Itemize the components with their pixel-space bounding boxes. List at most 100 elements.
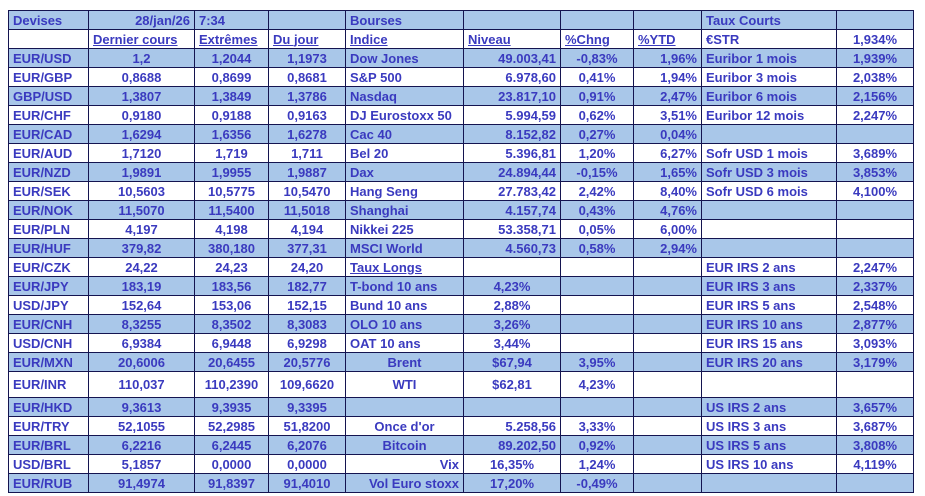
fx-extremes-value: 0,0000 (194, 454, 269, 474)
fx-day-value: 9,3395 (268, 397, 346, 417)
table-row: EUR/TRY 52,1055 52,2985 51,8200 Once d'o… (8, 416, 914, 436)
commodity-price: $67,94 (463, 352, 561, 372)
currency-pair: EUR/AUD (8, 143, 89, 163)
col-header-ytd: %YTD (633, 29, 702, 49)
table-row: EUR/RUB 91,4974 91,8397 91,4010 Vol Euro… (8, 473, 914, 493)
fx-day-value: 1,711 (268, 143, 346, 163)
empty-cell (701, 219, 837, 239)
fx-extremes-value: 153,06 (194, 295, 269, 315)
fx-extremes-value: 380,180 (194, 238, 269, 258)
vol-chng: 1,24% (560, 454, 634, 474)
rate-value: 2,247% (836, 105, 914, 125)
currency-pair: EUR/BRL (8, 435, 89, 455)
empty-cell (701, 371, 837, 398)
empty-cell (633, 397, 702, 417)
asset-price: 89.202,50 (463, 435, 561, 455)
rate-label: EUR IRS 15 ans (701, 333, 837, 353)
index-ytd: 2,94% (633, 238, 702, 258)
vol-level: 16,35% (463, 454, 561, 474)
empty-cell (836, 10, 914, 30)
rate-label: Euribor 6 mois (701, 86, 837, 106)
index-chng: 0,58% (560, 238, 634, 258)
rate-value: 3,689% (836, 143, 914, 163)
empty-cell (8, 29, 89, 49)
index-name: Nikkei 225 (345, 219, 464, 239)
fx-day-value: 1,1973 (268, 48, 346, 68)
time-label: 7:34 (194, 10, 269, 30)
rate-value: 4,100% (836, 181, 914, 201)
col-header-dernier-cours: Dernier cours (88, 29, 195, 49)
table-row: EUR/BRL 6,2216 6,2445 6,2076 Bitcoin 89.… (8, 435, 914, 455)
empty-cell (633, 473, 702, 493)
table-row: EUR/CZK 24,22 24,23 24,20 Taux Longs EUR… (8, 257, 914, 277)
index-level: 4.157,74 (463, 200, 561, 220)
bond-yield: 4,23% (463, 276, 561, 296)
fx-extremes-value: 91,8397 (194, 473, 269, 493)
fx-extremes-value: 1,3849 (194, 86, 269, 106)
empty-cell (701, 473, 837, 493)
rate-value: 3,657% (836, 397, 914, 417)
index-chng: 0,43% (560, 200, 634, 220)
table-row: EUR/MXN 20,6006 20,6455 20,5776 Brent $6… (8, 352, 914, 372)
fx-extremes-value: 52,2985 (194, 416, 269, 436)
fx-day-value: 1,9887 (268, 162, 346, 182)
empty-cell (701, 124, 837, 144)
index-ytd: 1,96% (633, 48, 702, 68)
index-level: 24.894,44 (463, 162, 561, 182)
index-name: Shanghai (345, 200, 464, 220)
rate-value: 2,548% (836, 295, 914, 315)
index-ytd: 1,94% (633, 67, 702, 87)
fx-day-value: 11,5018 (268, 200, 346, 220)
currency-pair: EUR/CAD (8, 124, 89, 144)
bond-name: T-bond 10 ans (345, 276, 464, 296)
index-name: DJ Eurostoxx 50 (345, 105, 464, 125)
index-level: 49.003,41 (463, 48, 561, 68)
rate-label: EUR IRS 2 ans (701, 257, 837, 277)
rate-value: 2,337% (836, 276, 914, 296)
index-name: MSCI World (345, 238, 464, 258)
empty-cell (463, 257, 561, 277)
fx-extremes-value: 24,23 (194, 257, 269, 277)
rate-label: Sofr USD 3 mois (701, 162, 837, 182)
bond-yield: 3,44% (463, 333, 561, 353)
fx-last-value: 1,3807 (88, 86, 195, 106)
fx-extremes-value: 1,6356 (194, 124, 269, 144)
empty-cell (633, 454, 702, 474)
table-row: EUR/HUF 379,82 380,180 377,31 MSCI World… (8, 238, 914, 258)
bond-name: Bund 10 ans (345, 295, 464, 315)
table-row: EUR/HKD 9,3613 9,3935 9,3395 US IRS 2 an… (8, 397, 914, 417)
fx-extremes-value: 10,5775 (194, 181, 269, 201)
empty-cell (701, 200, 837, 220)
devises-title: Devises (8, 10, 89, 30)
empty-cell (633, 416, 702, 436)
fx-day-value: 377,31 (268, 238, 346, 258)
col-header-chng: %Chng (560, 29, 634, 49)
rate-label: Euribor 12 mois (701, 105, 837, 125)
table-row: EUR/CAD 1,6294 1,6356 1,6278 Cac 40 8.15… (8, 124, 914, 144)
index-chng: 0,91% (560, 86, 634, 106)
bond-yield: 2,88% (463, 295, 561, 315)
empty-cell (345, 397, 464, 417)
commodity-name: WTI (345, 371, 464, 398)
index-ytd: 6,27% (633, 143, 702, 163)
asset-chng: 0,92% (560, 435, 634, 455)
empty-cell (633, 435, 702, 455)
bourses-title: Bourses (345, 10, 464, 30)
rate-label: Sofr USD 1 mois (701, 143, 837, 163)
empty-cell (633, 371, 702, 398)
fx-day-value: 0,0000 (268, 454, 346, 474)
col-header-indice: Indice (345, 29, 464, 49)
bond-yield: 3,26% (463, 314, 561, 334)
index-level: 23.817,10 (463, 86, 561, 106)
rate-value: 2,877% (836, 314, 914, 334)
rate-value: 3,179% (836, 352, 914, 372)
currency-pair: EUR/NZD (8, 162, 89, 182)
currency-pair: USD/BRL (8, 454, 89, 474)
empty-cell (633, 333, 702, 353)
table-row: EUR/AUD 1,7120 1,719 1,711 Bel 20 5.396,… (8, 143, 914, 163)
col-header-extremes: Extrêmes (194, 29, 269, 49)
index-chng: -0,83% (560, 48, 634, 68)
currency-pair: GBP/USD (8, 86, 89, 106)
rate-value: 3,093% (836, 333, 914, 353)
table-row: USD/CNH 6,9384 6,9448 6,9298 OAT 10 ans … (8, 333, 914, 353)
